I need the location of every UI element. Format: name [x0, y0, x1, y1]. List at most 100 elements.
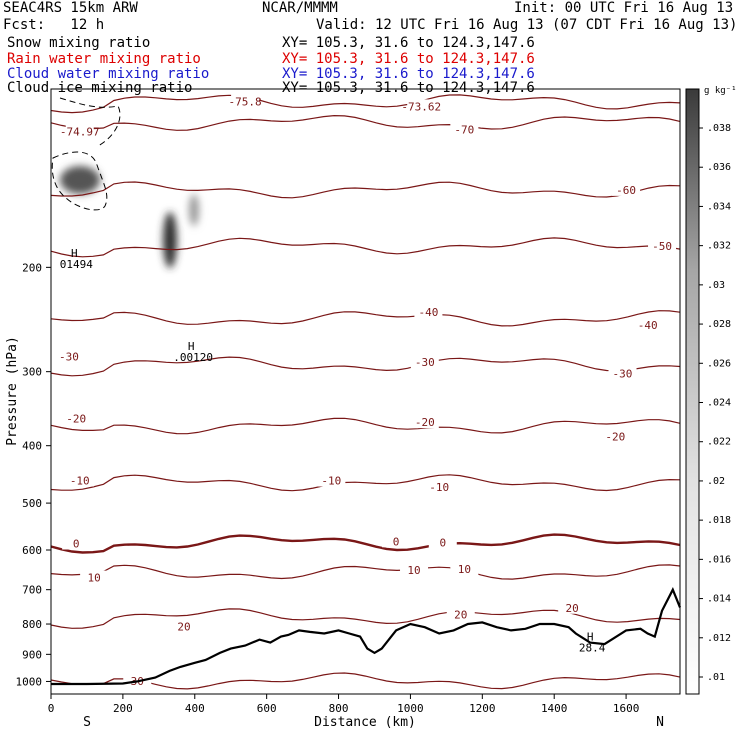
endpoint-north: N [656, 715, 664, 730]
extremum-value: .00120 [173, 351, 213, 364]
contour-label-bg [65, 473, 94, 487]
x-axis: 0 200 400 600 800 1000 1200 1400 1600 [48, 694, 639, 715]
contour-label: -70 [454, 123, 474, 136]
contour-label-bg [410, 415, 439, 429]
contour-label: -30 [613, 367, 633, 380]
contour-label-bg [425, 480, 454, 494]
contour-label: -10 [70, 475, 90, 488]
isotherm-line [50, 672, 681, 690]
colorbar-tick-label: .016 [707, 554, 731, 565]
isotherm-line [50, 533, 681, 554]
colorbar-tick-label: .026 [707, 358, 731, 369]
x-tick-label: 0 [48, 702, 55, 715]
colorbar-tick-label: .028 [707, 319, 731, 330]
contour-label: -40 [638, 319, 658, 332]
endpoint-south: S [83, 715, 91, 730]
y-tick-label: 400 [22, 440, 42, 453]
contour-label-bg [54, 349, 83, 363]
contour-label: 20 [566, 602, 579, 615]
contour-label: 0 [393, 535, 400, 548]
contour-label: -60 [616, 184, 636, 197]
isotherm-line [50, 474, 681, 492]
forecast-hour: Fcst: 12 h [3, 17, 105, 33]
shading-blob [60, 166, 100, 194]
contour-label-bg [231, 94, 260, 108]
x-tick-label: 1000 [397, 702, 424, 715]
contour-label: 10 [407, 564, 420, 577]
contour-label-bg [400, 563, 429, 577]
contour-label-bg [558, 600, 587, 614]
y-tick-label: 1000 [16, 675, 43, 688]
contour-label-bg [410, 355, 439, 369]
y-tick-label: 300 [22, 366, 42, 379]
contour-label-bg [65, 124, 94, 138]
colorbar-tick-label: .01 [707, 672, 725, 683]
y-tick-label: 600 [22, 544, 42, 557]
contour-label-bg [450, 122, 479, 136]
y-tick-label: 800 [22, 618, 42, 631]
isotherm-line [50, 94, 681, 114]
isotherm-line [50, 608, 681, 629]
y-axis-label: Pressure (hPa) [5, 336, 20, 446]
isotherm-line [50, 417, 681, 435]
field-label-cloud-ice: Cloud ice mixing ratio [7, 80, 193, 96]
contour-label: -30 [59, 351, 79, 364]
contour-label: -40 [418, 306, 438, 319]
field-xy-cloud-water: XY= 105.3, 31.6 to 124.3,147.6 [282, 66, 535, 82]
contour-label-bg [450, 562, 479, 576]
colorbar-tick-label: .034 [707, 201, 731, 212]
field-xy-cloud-ice: XY= 105.3, 31.6 to 124.3,147.6 [282, 80, 535, 96]
contour-label-bg [612, 182, 641, 196]
colorbar-tick-label: .032 [707, 241, 731, 252]
isotherm-line [50, 310, 681, 327]
colorbar-tick-label: .036 [707, 162, 731, 173]
x-axis-label: Distance (km) [314, 715, 416, 730]
y-tick-label: 700 [22, 584, 42, 597]
contour-label-bg [62, 536, 91, 550]
contour-label-bg [414, 305, 443, 319]
x-tick-label: 1400 [541, 702, 568, 715]
terrain-line [51, 587, 682, 686]
mixing-ratio-shading [60, 166, 199, 268]
field-label-cloud-water: Cloud water mixing ratio [7, 66, 210, 82]
contour-label: -10 [321, 475, 341, 488]
contour-label-bg [601, 429, 630, 443]
extremum-marker: H [71, 247, 78, 260]
contour-label: 20 [454, 609, 467, 622]
contour-label-bg [80, 570, 109, 584]
colorbar-ticks: .01 .012 .014 .016 .018 .02 .022 .024 .026 .028 .0… [699, 123, 731, 683]
colorbar-tick-label: .038 [707, 123, 731, 134]
shading-blob [163, 212, 177, 268]
contour-label: -20 [66, 413, 86, 426]
field-xy-snow: XY= 105.3, 31.6 to 124.3,147.6 [282, 35, 535, 51]
cloud-ice-outline-upper [59, 97, 121, 147]
contour-label: 10 [458, 563, 471, 576]
extremum-marker: H [188, 340, 195, 353]
contour-label-bg [633, 317, 662, 331]
contour-label: -20 [605, 431, 625, 444]
colorbar [685, 88, 700, 695]
isotherm-line [50, 114, 681, 131]
init-time: Init: 00 UTC Fri 16 Aug 13 [514, 0, 734, 16]
y-axis: 200 300 400 500 600 700 800 900 1000 [16, 261, 51, 688]
contour-label: 0 [73, 537, 80, 550]
contour-label: -74.97 [60, 126, 100, 139]
plot-frame [50, 88, 681, 695]
contour-label: -73.62 [401, 100, 441, 113]
cloud-ice-outline [51, 151, 108, 211]
contour-label-bg [407, 99, 436, 113]
y-tick-label: 900 [22, 648, 42, 661]
colorbar-tick-label: .018 [707, 515, 731, 526]
shading-blob [189, 194, 199, 226]
contour-label-bg [648, 238, 677, 252]
x-tick-label: 1200 [469, 702, 496, 715]
temperature-contours [50, 94, 681, 690]
field-label-snow: Snow mixing ratio [7, 35, 151, 51]
center-title: NCAR/MMMM [262, 0, 338, 16]
contour-label-bg [169, 619, 198, 633]
extremum-value: 01494 [60, 258, 93, 271]
contour-label-bg [382, 534, 411, 548]
x-tick-label: 800 [329, 702, 349, 715]
